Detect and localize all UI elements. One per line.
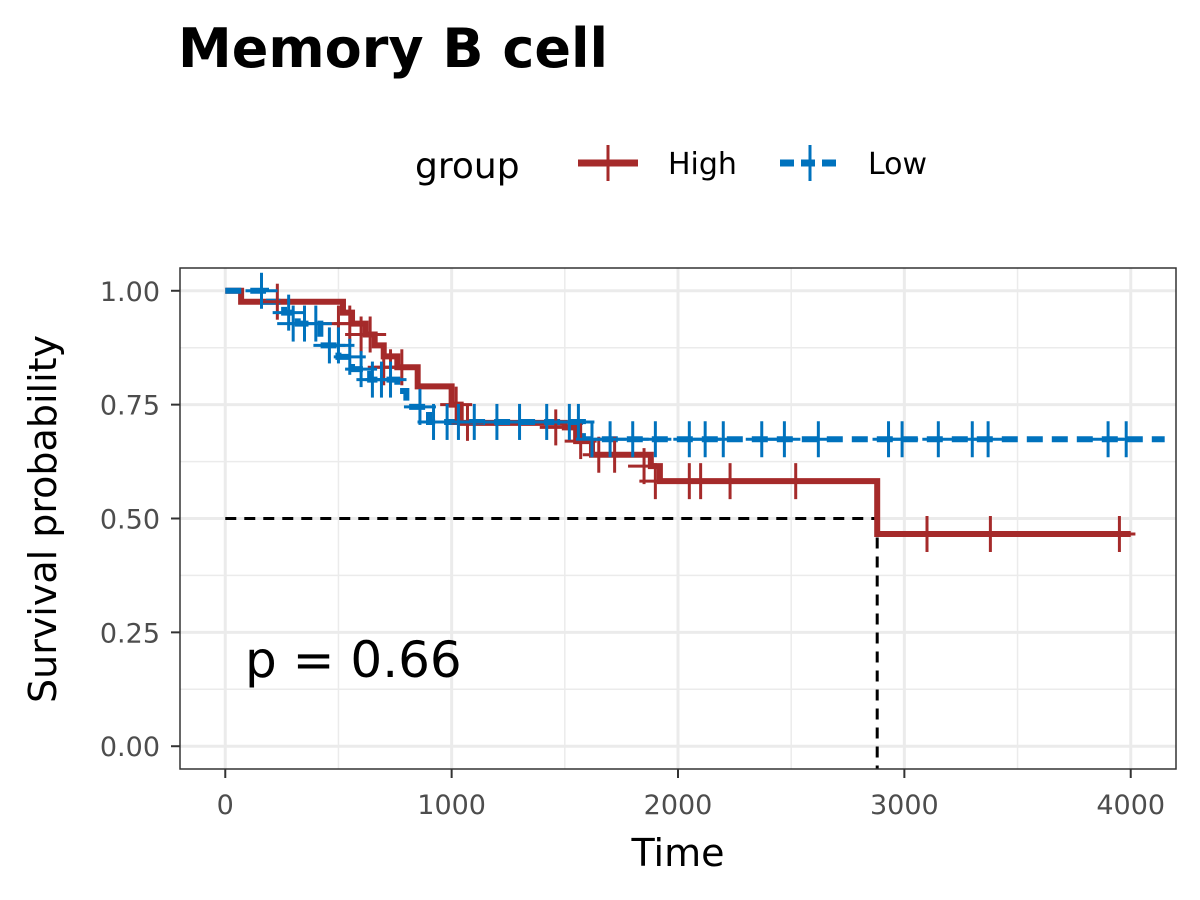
y-tick-label: 0.75 xyxy=(100,391,160,422)
median-lines xyxy=(225,517,879,769)
legend-key-low xyxy=(780,145,840,181)
x-tick-label: 1000 xyxy=(417,790,486,821)
chart-title: Memory B cell xyxy=(178,17,608,80)
x-axis-label: Time xyxy=(631,831,725,875)
y-axis-label: Survival probability xyxy=(21,335,65,703)
y-tick-label: 1.00 xyxy=(100,277,160,308)
x-tick-label: 3000 xyxy=(870,790,939,821)
legend: group High Low xyxy=(415,145,927,187)
censor-marks xyxy=(245,272,1143,552)
legend-label-low: Low xyxy=(868,147,927,182)
x-tick-label: 0 xyxy=(217,790,234,821)
axes: 0 1000 2000 3000 4000 0.00 0.25 0.50 0.75 1.00 xyxy=(100,277,1165,821)
x-tick-label: 2000 xyxy=(644,790,713,821)
x-tick-label: 4000 xyxy=(1096,790,1165,821)
legend-label-high: High xyxy=(668,147,737,182)
survival-curve-low xyxy=(225,287,1165,443)
y-tick-label: 0.50 xyxy=(100,505,160,536)
survival-curve-high xyxy=(225,287,1131,537)
y-tick-label: 0.25 xyxy=(100,618,160,649)
p-value-annotation: p = 0.66 xyxy=(245,631,462,689)
legend-title: group xyxy=(415,146,520,187)
legend-key-high xyxy=(578,145,638,181)
survival-curves xyxy=(225,287,1165,537)
y-tick-label: 0.00 xyxy=(100,732,160,763)
